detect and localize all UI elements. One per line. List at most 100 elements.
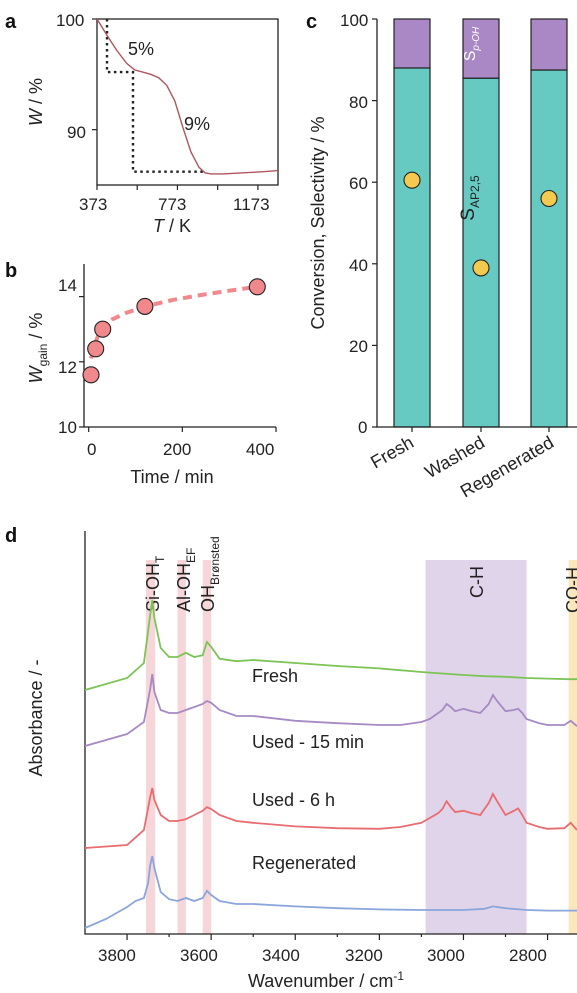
panel-c-s-ap25-main: S [458, 208, 479, 221]
panel-b-data-point [82, 366, 100, 384]
panel-b-ytick-14: 14 [58, 276, 77, 295]
panel-d-trace-label-used6h: Used - 6 h [252, 790, 335, 810]
panel-a-step-guide [105, 19, 203, 173]
panel-c-label: c [306, 11, 317, 33]
panel-d-band-coh-label: CO-H [563, 567, 577, 613]
panel-a-step1-label: 5% [128, 39, 154, 59]
panel-b-data-point [87, 340, 105, 358]
panel-c-conversion-point [540, 189, 558, 208]
panel-b-data-point [136, 297, 154, 315]
panel-d-trace-line [84, 787, 577, 849]
panel-a-frame [96, 18, 279, 186]
panel-c-s-poh-main: S [462, 51, 479, 62]
panel-d-xtick-3200: 3200 [345, 946, 383, 965]
panel-b: b 14 12 10 0 200 400 Time / min Wgain / … [5, 260, 277, 487]
panel-b-ylabel-unit: / % [26, 313, 46, 344]
panel-a: a 100 90 373 773 1173 T / K W / % 5% 9% [5, 11, 279, 236]
panel-a-xlabel-unit: / K [164, 216, 191, 236]
panel-c-s-poh-label: Sp-OH [462, 26, 482, 61]
panel-d-band-ohb-text: OH [198, 585, 218, 612]
panel-a-ytick-100: 100 [56, 11, 84, 30]
panel-c-s-ap25-sub: AP2,5 [468, 175, 482, 208]
panel-c-s-ap25-label: SAP2,5 [458, 175, 482, 221]
panel-d-band-shade [145, 560, 156, 934]
panel-c-conversion-point [472, 259, 490, 277]
panel-c-bar-ap25 [462, 77, 500, 428]
panel-a-ytick-90: 90 [67, 123, 86, 142]
panel-d-xtick-3600: 3600 [180, 946, 218, 965]
panel-d-xlabel-text: Wavenumber / cm [248, 971, 393, 991]
panel-b-ytick-10: 10 [58, 418, 77, 437]
panel-d-band-sioh-label: Si-OHT [143, 555, 167, 612]
panel-d-trace-label-regen: Regenerated [252, 853, 356, 873]
panel-d-trace-line [84, 855, 577, 929]
panel-a-xlabel: T / K [153, 216, 191, 236]
panel-d-band-shade [177, 560, 186, 934]
panel-c-ytick-0: 0 [358, 418, 367, 437]
panel-c-ytick-40: 40 [349, 256, 368, 275]
panel-b-ytick-12: 12 [58, 358, 77, 377]
panel-b-xlabel: Time / min [130, 467, 213, 487]
panel-a-xtick-773: 773 [158, 195, 186, 214]
panel-d-label: d [5, 525, 17, 547]
panel-b-ticks [79, 296, 277, 432]
panel-b-ylabel: Wgain / % [26, 313, 50, 384]
panel-d-band-ohb-label: OHBrønsted [198, 536, 222, 612]
panel-c-ytick-100: 100 [340, 11, 368, 30]
panel-c-ytick-20: 20 [349, 337, 368, 356]
panel-c-category-fresh: Fresh [367, 432, 417, 472]
panel-c-bar-poh [462, 18, 500, 79]
panel-d-xtick-3800: 3800 [98, 946, 136, 965]
panel-d-xlabel-sup: -1 [393, 969, 404, 983]
panel-d-xlabel: Wavenumber / cm-1 [248, 969, 404, 991]
panel-a-xtick-1173: 1173 [233, 195, 270, 214]
panel-c: c 100 80 60 40 20 0 Conversion, Selectiv… [306, 11, 577, 502]
panel-b-label: b [5, 260, 17, 282]
panel-d-trace-label-used15: Used - 15 min [252, 732, 364, 752]
panel-c-conversion-point [403, 171, 421, 189]
panel-d-band-shade [425, 560, 527, 934]
panel-d-band-sioh-text: Si-OH [143, 563, 163, 612]
panel-d-band-sioh-sub: T [153, 555, 167, 563]
panel-c-bars [393, 18, 568, 428]
panel-c-ytick-80: 80 [349, 93, 368, 112]
panel-a-ylabel: W / % [26, 78, 46, 126]
panel-c-ylabel: Conversion, Selectivity / % [308, 116, 328, 329]
panel-b-xtick-400: 400 [246, 440, 274, 459]
panel-b-ylabel-symbol: W [26, 364, 46, 383]
panel-d-xtick-3400: 3400 [262, 946, 300, 965]
panel-a-xlabel-symbol: T [153, 216, 166, 236]
panel-b-points [82, 278, 266, 384]
panel-d-xtick-2800: 2800 [509, 946, 547, 965]
panel-a-tga-curve [96, 18, 279, 175]
panel-a-ticks [92, 18, 259, 190]
panel-d-band-ch-label: C-H [467, 566, 487, 598]
panel-d-xtick-3000: 3000 [427, 946, 465, 965]
panel-d-ticks [126, 934, 549, 940]
panel-a-ylabel-symbol: W [26, 107, 46, 126]
panel-b-fit-line [89, 284, 258, 359]
panel-a-ylabel-unit: / % [26, 78, 46, 109]
panel-b-ylabel-sub: gain [36, 344, 50, 367]
panel-a-xtick-373: 373 [79, 195, 107, 214]
panel-d-band-shade [568, 560, 577, 934]
panel-d-traces [84, 599, 577, 929]
panel-c-bar-ap25 [530, 69, 568, 428]
panel-d-band-ohb-sub: Brønsted [208, 536, 222, 585]
panel-c-conversion-points [403, 171, 558, 277]
panel-d-band-aloh-sub: EF [184, 548, 198, 563]
panel-d-trace-line [84, 599, 577, 691]
panel-d-band-shade [202, 560, 212, 934]
panel-c-ytick-60: 60 [349, 174, 368, 193]
panel-d-trace-label-fresh: Fresh [252, 666, 298, 686]
panel-d-bands [145, 560, 577, 934]
panel-b-xtick-200: 200 [163, 440, 191, 459]
panel-d: d 3800 3600 3400 3200 3000 2800 Wavenumb… [5, 525, 577, 991]
panel-b-data-point [248, 278, 266, 296]
panel-b-xtick-0: 0 [87, 440, 96, 459]
panel-c-bar-ap25 [393, 67, 431, 428]
panel-c-bar-poh [393, 18, 431, 69]
panel-c-ticks [372, 18, 550, 432]
panel-a-label: a [5, 11, 17, 33]
